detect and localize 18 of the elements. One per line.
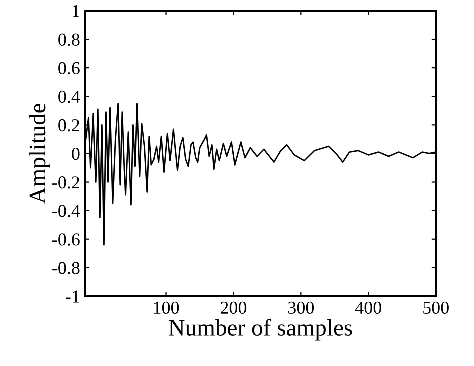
x-tick-label: 200: [220, 302, 247, 314]
y-tick-label: -1: [66, 290, 80, 303]
x-tick-label: 300: [288, 302, 314, 314]
x-axis-title: Number of samples: [168, 319, 352, 341]
y-tick-label: 0: [72, 148, 80, 160]
y-tick-label: 0.6: [58, 62, 80, 75]
x-tick-label: 500: [424, 302, 449, 314]
x-tick-label: 400: [355, 302, 382, 314]
x-tick-label: 100: [154, 302, 180, 314]
y-tick-label: -0.2: [52, 176, 80, 189]
y-tick-label: 0.4: [58, 90, 80, 104]
y-tick-label: -0.8: [52, 262, 80, 274]
y-tick-label: 0.8: [58, 34, 80, 46]
y-tick-label: -0.4: [52, 205, 80, 218]
y-tick-label: -0.6: [52, 234, 80, 246]
y-tick-label: 1: [73, 5, 80, 18]
y-tick-label: 0.2: [58, 119, 80, 132]
y-axis-title: Amplitude: [29, 104, 50, 204]
